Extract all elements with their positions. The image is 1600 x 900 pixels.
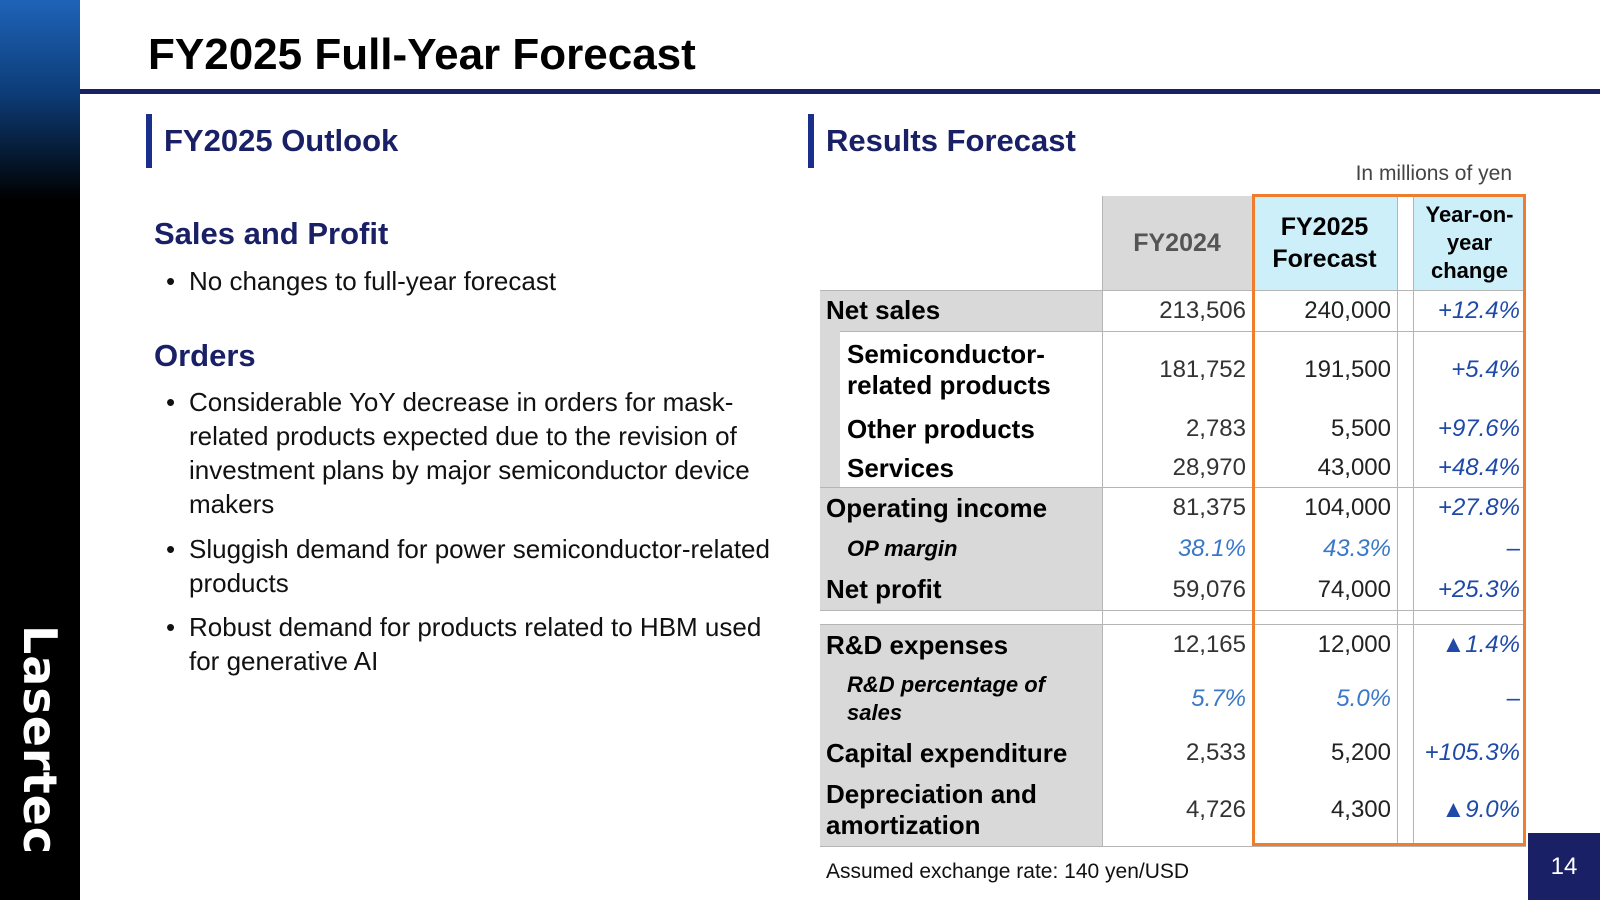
bullet-icon: •: [166, 266, 176, 296]
table-cell: +12.4%: [1437, 296, 1520, 324]
table-cell: +25.3%: [1437, 575, 1520, 603]
row-label-rd-percentage: R&D percentage of sales: [847, 672, 1046, 725]
table-cell: 59,076: [1172, 575, 1246, 603]
list-item: • No changes to full-year forecast: [166, 264, 776, 298]
column-header-fy2024: FY2024: [1102, 196, 1252, 290]
label-block-income: [820, 487, 1102, 610]
table-rule: [820, 290, 1526, 291]
table-cell: 213,506: [1159, 296, 1246, 324]
column-header-yoy-change: Year-on-year change: [1413, 196, 1526, 290]
brand-sidebar: Lasertec: [0, 0, 80, 900]
table-cell: 5,500: [1330, 415, 1391, 442]
bullet-text: Robust demand for products related to HB…: [189, 612, 762, 676]
row-label-rd-expenses: R&D expenses: [826, 629, 1009, 660]
table-cell: +48.4%: [1437, 454, 1520, 481]
unit-note: In millions of yen: [1355, 162, 1512, 185]
table-column-rule: [1397, 196, 1398, 846]
bullet-icon: •: [166, 612, 176, 642]
label-block-expenses: [820, 624, 1102, 846]
company-logo: Lasertec: [13, 624, 67, 856]
table-cell: 2,533: [1185, 739, 1246, 766]
table-cell: 5.0%: [1336, 685, 1391, 712]
bullet-text: Considerable YoY decrease in orders for …: [189, 387, 750, 519]
table-cell: +27.8%: [1437, 494, 1520, 521]
row-label-semiconductor-products: Semiconductor-related products: [847, 339, 1051, 400]
row-label-other-products: Other products: [847, 413, 1035, 444]
table-cell: 38.1%: [1177, 535, 1246, 562]
forecast-heading: Results Forecast: [808, 114, 1076, 168]
table-cell: 5,200: [1330, 739, 1391, 766]
bullet-icon: •: [166, 534, 176, 564]
label-block-net-sales: [820, 290, 1102, 331]
table-cell: 28,970: [1172, 454, 1246, 481]
table-cell: 240,000: [1304, 296, 1391, 324]
table-cell: +105.3%: [1424, 739, 1520, 766]
table-cell: 2,783: [1185, 415, 1246, 442]
table-rule: [820, 487, 1526, 488]
row-label-services: Services: [847, 452, 954, 483]
table-cell: ▲9.0%: [1441, 796, 1520, 823]
row-label-op-margin: OP margin: [847, 536, 958, 561]
table-cell: 5.7%: [1191, 685, 1246, 712]
row-label-depreciation: Depreciation and amortization: [826, 779, 1037, 840]
table-cell: 74,000: [1317, 575, 1391, 603]
table-cell: +5.4%: [1451, 356, 1520, 383]
table-cell: 43.3%: [1322, 535, 1391, 562]
row-label-capital-expenditure: Capital expenditure: [826, 737, 1068, 768]
table-cell: 191,500: [1304, 356, 1391, 383]
table-cell: 4,726: [1185, 796, 1246, 823]
page-title: FY2025 Full-Year Forecast: [148, 30, 696, 79]
exchange-rate-note: Assumed exchange rate: 140 yen/USD: [826, 860, 1190, 883]
title-divider: [80, 89, 1600, 94]
row-label-net-sales: Net sales: [826, 295, 941, 325]
table-cell: 12,165: [1172, 631, 1246, 658]
table-cell: 181,752: [1159, 356, 1246, 383]
table-cell: 104,000: [1304, 494, 1391, 521]
row-label-net-profit: Net profit: [826, 574, 942, 604]
table-rule: [840, 331, 1526, 332]
table-cell: –: [1506, 685, 1520, 712]
label-indent-block: [820, 331, 840, 487]
page-number: 14: [1528, 833, 1600, 900]
column-header-fy2025-forecast: FY2025 Forecast: [1252, 196, 1397, 290]
table-cell: +97.6%: [1437, 415, 1520, 442]
list-item: • Robust demand for products related to …: [166, 610, 776, 678]
bullet-text: Sluggish demand for power semiconductor-…: [189, 534, 770, 598]
bullet-icon: •: [166, 387, 176, 417]
table-cell: 43,000: [1317, 454, 1391, 481]
table-cell: 81,375: [1172, 494, 1246, 521]
list-item: • Sluggish demand for power semiconducto…: [166, 532, 776, 600]
table-column-rule: [1413, 196, 1414, 846]
table-cell: 4,300: [1330, 796, 1391, 823]
table-rule: [820, 610, 1526, 611]
table-rule: [820, 624, 1526, 625]
table-column-rule: [1102, 196, 1103, 846]
table-cell: 12,000: [1317, 631, 1391, 658]
row-label-operating-income: Operating income: [826, 492, 1048, 523]
list-item: • Considerable YoY decrease in orders fo…: [166, 385, 776, 521]
orders-heading: Orders: [154, 338, 256, 373]
table-rule: [820, 846, 1526, 847]
outlook-heading: FY2025 Outlook: [146, 114, 398, 168]
bullet-text: No changes to full-year forecast: [189, 266, 557, 296]
table-cell: ▲1.4%: [1441, 631, 1520, 658]
sales-profit-heading: Sales and Profit: [154, 216, 389, 251]
table-cell: –: [1506, 535, 1520, 562]
